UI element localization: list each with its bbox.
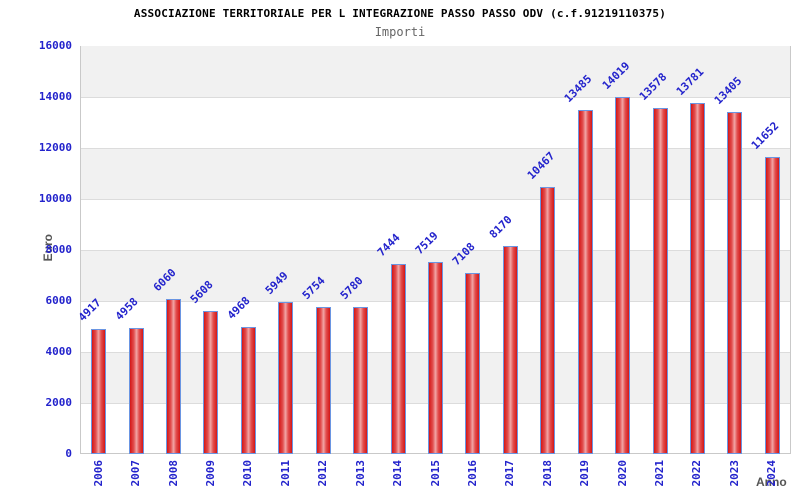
x-tick-label: 2023 [727, 460, 741, 487]
bar [128, 327, 144, 454]
x-tick-label: 2015 [428, 460, 442, 487]
x-tick-label: 2007 [129, 460, 143, 487]
x-tick-label: 2014 [391, 460, 405, 487]
x-tick-label: 2021 [653, 460, 667, 487]
bar [390, 264, 406, 454]
y-tick-label: 16000 [38, 39, 72, 52]
bar [689, 102, 705, 454]
x-tick-label: 2012 [316, 460, 330, 487]
bar [166, 299, 182, 454]
bar [615, 96, 631, 454]
bar [502, 245, 518, 454]
bar [540, 187, 556, 454]
x-tick-label: 2006 [91, 460, 105, 487]
bar [278, 302, 294, 454]
bar [428, 262, 443, 454]
grid-line [81, 97, 790, 98]
bar [203, 310, 219, 454]
bar [577, 110, 593, 454]
y-tick-label: 4000 [45, 345, 73, 358]
x-tick-label: 2017 [503, 460, 517, 487]
x-tick-label: 2011 [278, 460, 292, 487]
y-tick-label: 8000 [45, 243, 73, 256]
bar [727, 112, 743, 454]
y-tick-label: 6000 [45, 294, 73, 307]
bar [764, 156, 780, 454]
y-tick-label: 14000 [38, 90, 72, 103]
bar [465, 272, 481, 454]
y-tick-label: 0 [65, 447, 72, 460]
bar [315, 307, 331, 454]
x-tick-label: 2010 [241, 460, 255, 487]
x-axis-title: Anno [756, 475, 787, 489]
x-tick-label: 2019 [578, 460, 592, 487]
grid-line [81, 250, 790, 251]
grid-line [81, 148, 790, 149]
x-tick-label: 2020 [615, 460, 629, 487]
x-tick-label: 2018 [540, 460, 554, 487]
grid-band [81, 46, 790, 97]
chart-subtitle: Importi [374, 25, 426, 39]
y-tick-label: 12000 [38, 141, 72, 154]
x-tick-label: 2024 [765, 460, 779, 487]
x-tick-label: 2013 [353, 460, 367, 487]
x-tick-label: 2016 [465, 460, 479, 487]
grid-line [81, 199, 790, 200]
bar [652, 107, 668, 454]
y-tick-label: 2000 [45, 396, 73, 409]
bar [240, 327, 256, 454]
x-tick-label: 2022 [690, 460, 704, 487]
chart-title: ASSOCIAZIONE TERRITORIALE PER L INTEGRAZ… [133, 7, 667, 20]
x-tick-label: 2009 [203, 460, 217, 487]
x-tick-label: 2008 [166, 460, 180, 487]
bar [91, 328, 107, 454]
y-tick-label: 10000 [38, 192, 72, 205]
grid-band [81, 148, 790, 199]
bar [353, 306, 369, 454]
